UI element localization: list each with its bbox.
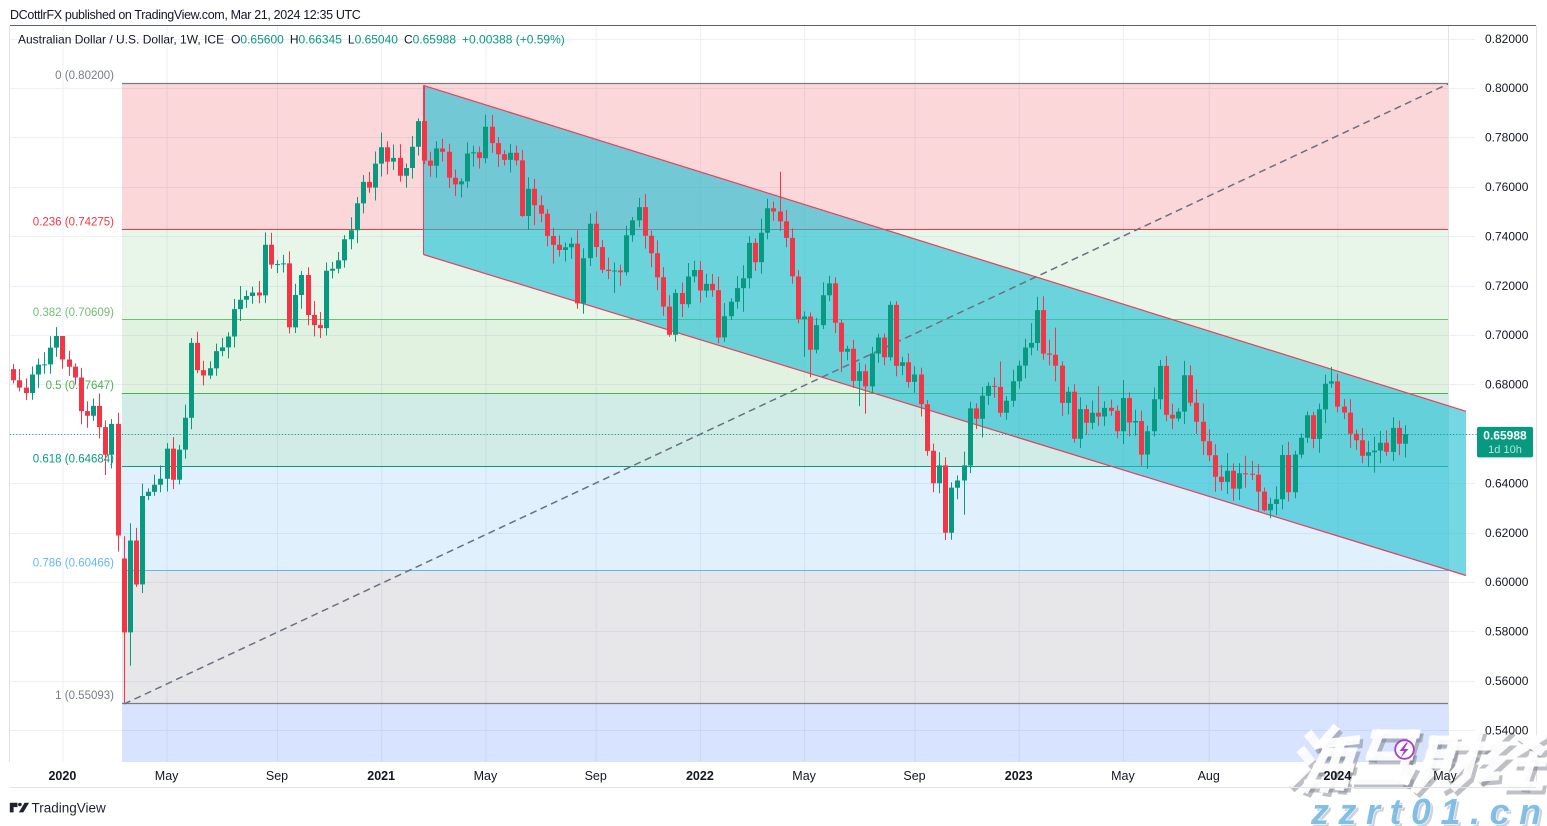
svg-text:0.58000: 0.58000 bbox=[1485, 625, 1529, 639]
svg-text:0 (0.80200): 0 (0.80200) bbox=[55, 70, 114, 82]
svg-text:0.236 (0.74275): 0.236 (0.74275) bbox=[33, 216, 114, 228]
svg-text:0.82000: 0.82000 bbox=[1485, 32, 1529, 46]
svg-text:0.68000: 0.68000 bbox=[1485, 378, 1529, 392]
svg-text:zzrt01.cn: zzrt01.cn bbox=[1310, 791, 1547, 826]
svg-text:2023: 2023 bbox=[1005, 769, 1033, 783]
svg-text:TradingView: TradingView bbox=[32, 801, 107, 816]
svg-text:0.786 (0.60466): 0.786 (0.60466) bbox=[33, 558, 114, 570]
svg-text:1 (0.55093): 1 (0.55093) bbox=[55, 690, 114, 702]
svg-text:zzrt01.cn: zzrt01.cn bbox=[1313, 794, 1547, 826]
svg-text:May: May bbox=[474, 769, 498, 783]
svg-text:Sep: Sep bbox=[266, 769, 288, 783]
svg-text:0.54000: 0.54000 bbox=[1485, 723, 1529, 737]
svg-text:1d 10h: 1d 10h bbox=[1488, 444, 1522, 456]
svg-text:Sep: Sep bbox=[585, 769, 607, 783]
svg-text:0.64000: 0.64000 bbox=[1485, 476, 1529, 490]
svg-text:May: May bbox=[1111, 769, 1135, 783]
svg-text:Australian Dollar / U.S. Dolla: Australian Dollar / U.S. Dollar, 1W, ICE… bbox=[18, 33, 565, 47]
svg-text:0.65988: 0.65988 bbox=[1483, 429, 1527, 443]
svg-text:0.72000: 0.72000 bbox=[1485, 279, 1529, 293]
svg-text:0.70000: 0.70000 bbox=[1485, 328, 1529, 342]
svg-text:2024: 2024 bbox=[1323, 769, 1351, 783]
svg-text:DCottlrFX published on Trading: DCottlrFX published on TradingView.com, … bbox=[10, 8, 361, 22]
svg-text:0.78000: 0.78000 bbox=[1485, 131, 1529, 145]
svg-text:2022: 2022 bbox=[686, 769, 714, 783]
svg-text:0.62000: 0.62000 bbox=[1485, 526, 1529, 540]
svg-text:0.382 (0.70609): 0.382 (0.70609) bbox=[33, 307, 114, 319]
svg-text:May: May bbox=[155, 769, 179, 783]
svg-text:Aug: Aug bbox=[1198, 769, 1220, 783]
svg-text:2020: 2020 bbox=[48, 769, 76, 783]
svg-text:0.76000: 0.76000 bbox=[1485, 180, 1529, 194]
svg-text:0.618 (0.64684): 0.618 (0.64684) bbox=[33, 453, 114, 465]
svg-text:0.74000: 0.74000 bbox=[1485, 229, 1529, 243]
svg-text:May: May bbox=[792, 769, 816, 783]
svg-text:Sep: Sep bbox=[903, 769, 925, 783]
svg-text:0.56000: 0.56000 bbox=[1485, 674, 1529, 688]
svg-text:0.80000: 0.80000 bbox=[1485, 81, 1529, 95]
svg-text:2021: 2021 bbox=[367, 769, 395, 783]
svg-text:May: May bbox=[1433, 769, 1457, 783]
svg-text:0.60000: 0.60000 bbox=[1485, 575, 1529, 589]
